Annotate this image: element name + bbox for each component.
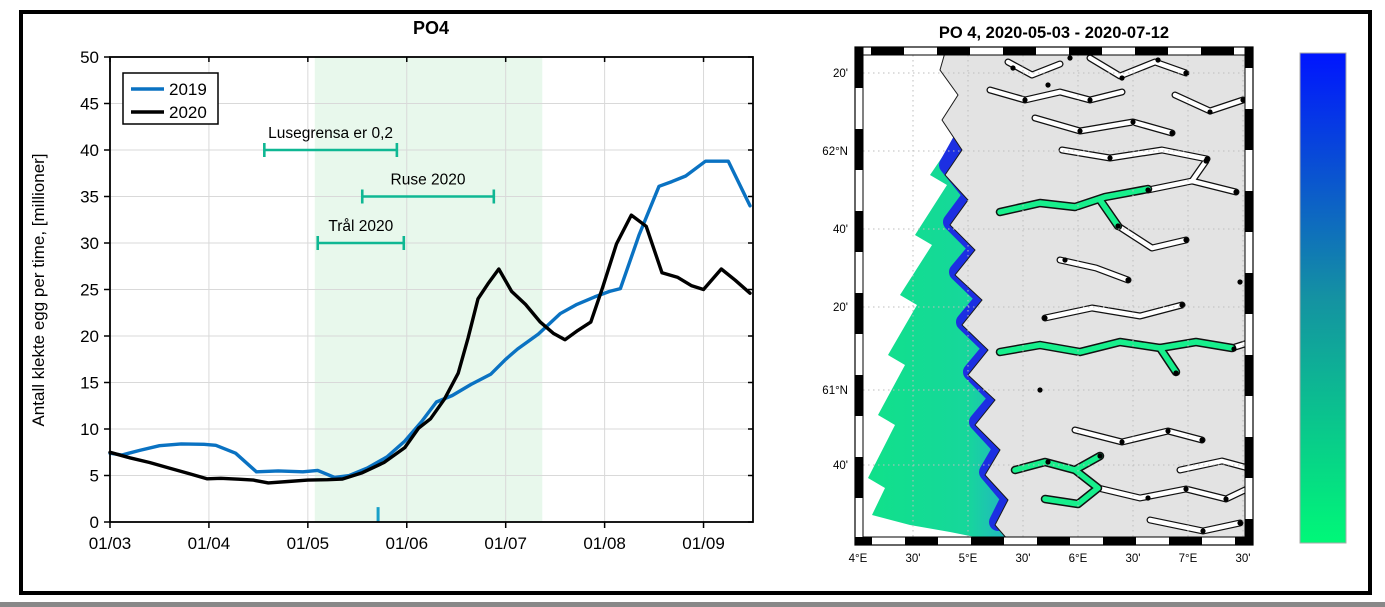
y-tick-label: 5	[90, 467, 99, 486]
y-axis-ticks: 0 5 10 15 20 25 30 35 40 45 50	[80, 48, 753, 532]
map-plot-area: 4°E 30' 5°E 30' 6°E 30' 7°E 30' 20' 62°N 40' 20' 61°…	[822, 46, 1254, 565]
map-lon-label: 30'	[1236, 553, 1251, 565]
figure-border	[19, 10, 1372, 595]
y-tick-label: 35	[80, 188, 99, 207]
site-markers	[1010, 55, 1250, 534]
series-line-2019	[108, 159, 752, 480]
x-tick-label: 01/09	[682, 534, 725, 553]
y-tick-label: 10	[80, 420, 99, 439]
x-tick-label: 01/05	[287, 534, 330, 553]
map-panel: 4°E 30' 5°E 30' 6°E 30' 7°E 30' 20' 62°N 40' 20' 61°…	[822, 24, 1347, 565]
map-lon-label: 30'	[906, 553, 921, 565]
y-tick-label: 50	[80, 48, 99, 67]
x-tick-label: 01/03	[89, 534, 132, 553]
y-tick-label: 40	[80, 141, 99, 160]
map-clipped-content	[856, 48, 1252, 544]
map-lon-label: 30'	[1126, 553, 1141, 565]
plot-box-border	[109, 56, 754, 523]
map-title: PO 4, 2020-05-03 - 2020-07-12	[939, 24, 1169, 42]
y-tick-label: 15	[80, 374, 99, 393]
map-frame	[854, 46, 1254, 546]
y-tick-label: 25	[80, 281, 99, 300]
y-tick-label: 45	[80, 95, 99, 114]
map-lon-label: 5°E	[959, 553, 978, 565]
annotation-label: Lusegrensa er 0,2	[268, 125, 393, 142]
y-tick-label: 30	[80, 234, 99, 253]
graticule	[857, 55, 1245, 537]
land-region	[939, 48, 1252, 544]
chart-title: PO4	[413, 18, 449, 38]
y-axis-label: Antall klekte egg per time, [millioner]	[29, 153, 48, 426]
map-axis-labels: 4°E 30' 5°E 30' 6°E 30' 7°E 30' 20' 62°N 40' 20' 61°…	[822, 68, 1250, 565]
y-tick-label: 20	[80, 327, 99, 346]
map-lon-label: 30'	[1016, 553, 1031, 565]
annotation-bars: Lusegrensa er 0,2 Ruse 2020 Trål 2020	[263, 125, 496, 250]
map-lat-label: 62°N	[822, 146, 848, 158]
x-tick-label: 01/06	[385, 534, 428, 553]
map-lat-label: 61°N	[822, 385, 848, 397]
map-lat-label: 40'	[833, 224, 848, 236]
map-lat-label: 20'	[833, 302, 848, 314]
fjord-low-density-arms	[995, 184, 1237, 509]
chart-plot-area: 01/03 01/04 01/05 01/06 01/07 01/08 01/09 0 5 10 1…	[80, 48, 754, 553]
x-axis-ticks: 01/03 01/04 01/05 01/06 01/07 01/08 01/09	[89, 57, 725, 553]
x-tick-label: 01/07	[484, 534, 527, 553]
map-lon-label: 7°E	[1179, 553, 1198, 565]
legend: 2019 2020	[122, 72, 219, 125]
colorbar	[1299, 52, 1347, 544]
annotation-label: Trål 2020	[328, 218, 393, 235]
map-lon-label: 4°E	[849, 553, 868, 565]
map-lon-label: 6°E	[1069, 553, 1088, 565]
x-tick-label: 01/04	[188, 534, 231, 553]
legend-box	[122, 72, 219, 125]
map-lat-label: 20'	[833, 68, 848, 80]
map-lat-label: 40'	[833, 460, 848, 472]
legend-label-2019: 2019	[169, 80, 207, 99]
egg-timeseries-panel: 01/03 01/04 01/05 01/06 01/07 01/08 01/09 0 5 10 1…	[29, 18, 754, 553]
x-tick-label: 01/08	[583, 534, 626, 553]
annotation-label: Ruse 2020	[391, 172, 466, 189]
y-tick-label: 0	[90, 513, 99, 532]
series-line-2020	[108, 213, 752, 485]
legend-label-2020: 2020	[169, 103, 207, 122]
